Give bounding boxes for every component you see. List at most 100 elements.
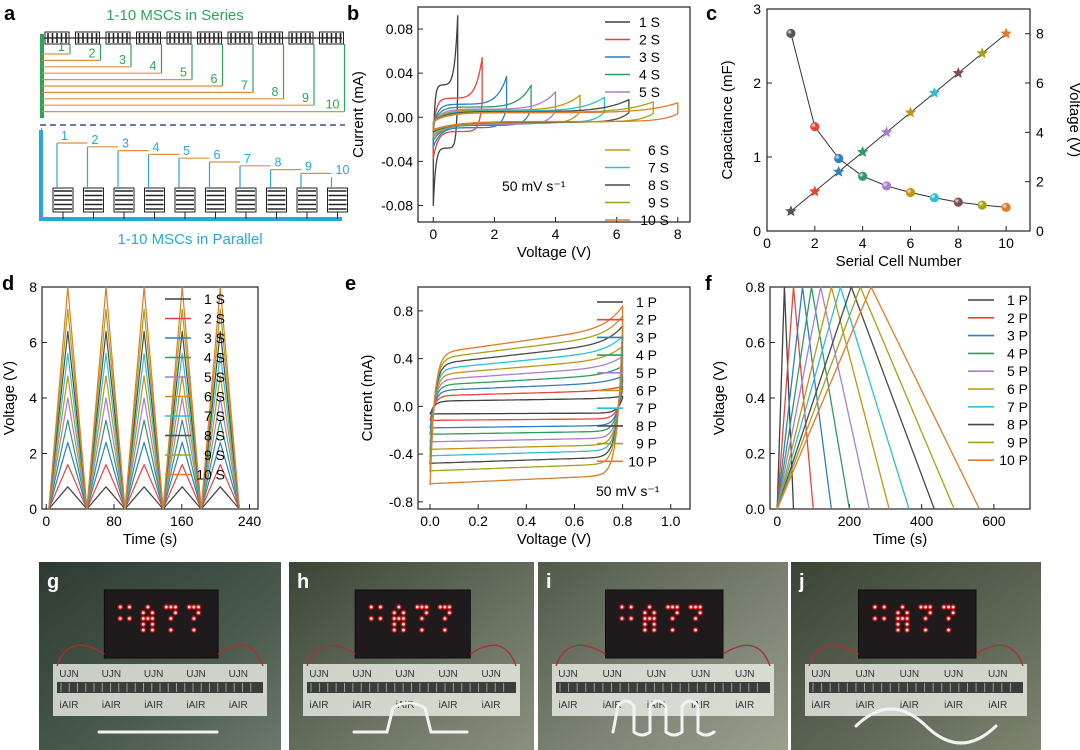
legend-label: 5 S [204,369,225,385]
legend-label: 9 P [1007,434,1028,450]
msc-device-parallel [144,187,165,219]
led-core [698,605,702,609]
led-core [694,628,697,632]
msc-device-parallel [296,187,318,219]
strip-label-bottom: iAIR [102,700,121,711]
led-core [947,605,950,609]
strip-label-bottom: iAIR [229,700,248,711]
photo-panel-j: UJN iAIR UJN iAIR UJN iAIR UJN iAIR UJN iAIR j [791,562,1041,750]
y-tick-label: 4 [29,390,37,406]
cv-parallel-3p [429,375,624,429]
voltage-point [952,67,964,78]
plot-frame [766,8,1031,232]
led-core [694,617,697,620]
led-core [896,617,900,620]
legend-label: 5 P [1007,363,1028,379]
x-tick-label: 6 [613,226,621,242]
msc-device-parallel [174,187,196,219]
x-tick-label: 0.8 [613,513,633,529]
cv-series-10s [432,102,679,131]
led-core [652,622,656,626]
led-core [947,617,950,620]
strip-label-top: UJN [735,669,754,680]
led-core [369,605,373,609]
capacitance-point-shine [858,171,868,181]
x-tick-label: 600 [982,513,1006,529]
led-core [174,611,177,615]
lead-wire [469,644,517,667]
series-schematic: 1 2 3 4 5 6 7 8 9 10 [40,31,346,118]
strip-label-bottom: iAIR [187,700,206,711]
led-core [671,628,674,632]
led-core [666,605,670,609]
x-tick-label: 6 [907,235,915,251]
led-core [443,617,447,620]
led-core [675,611,679,615]
x-tick-label: 80 [106,513,122,529]
y-tick-label: 2 [29,446,37,462]
legend-label: 1 S [639,14,660,30]
series-number: 6 [211,72,218,86]
panel-a: a 1-10 MSCs in Series 1 2 3 4 5 6 7 8 9 10 1 2 3 4 5 6… [4,3,349,248]
cv-parallel-2p [429,385,624,421]
legend-label: 2 P [1007,310,1028,326]
x-tick-label: 160 [170,513,194,529]
voltage-point [904,106,917,118]
led-core [928,605,932,609]
led-core [947,628,950,632]
y-tick-label: 0.2 [746,446,766,462]
gcd-series-6s [48,375,240,510]
legend-label: 8 S [648,177,669,193]
led-core [128,617,131,620]
y2-tick-label: 2 [1036,174,1044,190]
led-core [443,628,447,632]
strip-label-top: UJN [811,669,830,680]
y-axis-label: Capacitance (mF) [719,60,736,179]
panel-b: b 0 2 4 6 8 -0.08 -0.04 0.00 0.04 0.08 Voltage (V) C… [347,3,691,261]
gcd-series-8s [48,330,240,510]
strip-label-bottom: iAIR [944,700,963,711]
led-core [169,617,173,620]
y-tick-label: -0.8 [389,494,413,510]
gcd-parallel-8p [776,286,935,510]
strip-label-bottom: iAIR [482,700,501,711]
legend-label: 4 P [1007,345,1028,361]
legend-label: 4 S [639,67,660,83]
gcd-series-5s [48,397,240,510]
capacitance-line [790,33,1007,208]
y-tick-label: -0.08 [381,197,413,213]
cv-parallel-1p [429,395,624,415]
legend-label: 9 P [636,436,657,452]
voltage-point [833,165,845,177]
series-number: 3 [119,53,126,67]
y-tick-label: 0 [753,223,761,239]
led-core [652,617,656,620]
led-core [415,605,419,609]
strip-label-top: UJN [900,669,919,680]
voltage-point [880,126,893,138]
led-core [905,628,909,632]
legend-label: 9 S [204,447,225,463]
parallel-number: 2 [92,133,99,147]
photo-panel-i: UJN iAIR UJN iAIR UJN iAIR UJN iAIR UJN iAIR i [538,562,788,750]
y-tick-label: 8 [29,279,37,295]
voltage-point [976,47,988,59]
y-tick-label: 1 [753,149,761,165]
parallel-number: 3 [122,137,129,151]
legend-label: 2 S [204,311,225,327]
led-core [146,617,150,620]
gcd-parallel-10p [776,286,980,510]
led-core [369,617,373,620]
led-core [118,605,122,609]
legend-label: 6 S [204,389,225,405]
series-number: 1 [58,40,65,54]
legend-label: 10 S [640,212,669,228]
legend-label: 1 P [1007,292,1028,308]
led-core [169,628,173,632]
msc-device-parallel [83,187,104,219]
led-core [425,611,428,615]
led-core [629,617,633,620]
x-tick-label: 0.2 [468,513,488,529]
led-core [689,605,693,609]
